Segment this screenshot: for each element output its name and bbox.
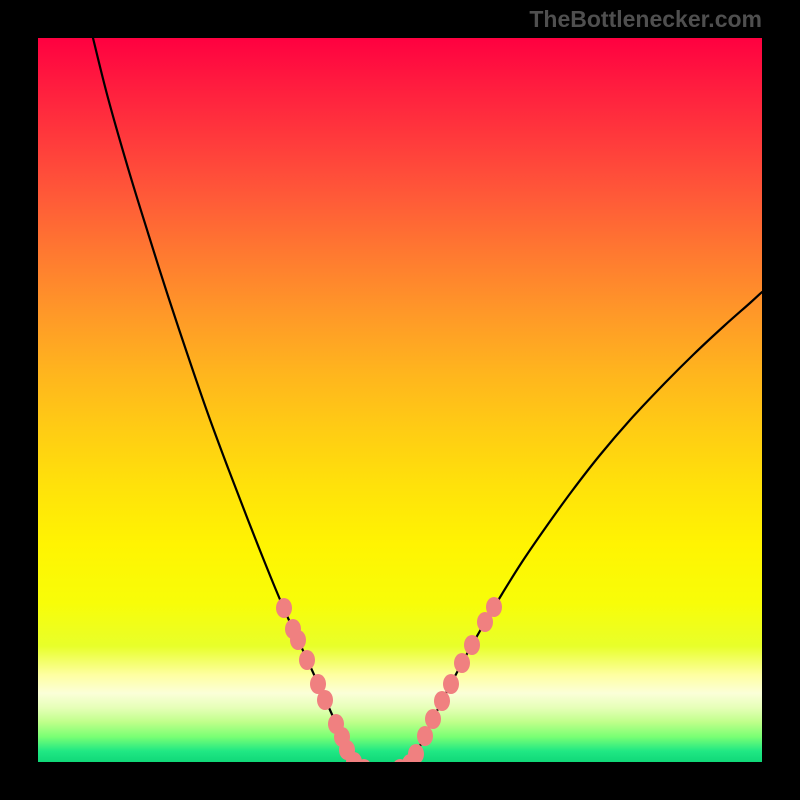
watermark-text: TheBottlenecker.com [529, 6, 762, 33]
gradient-background [38, 38, 762, 762]
chart-container: TheBottlenecker.com [0, 0, 800, 800]
plot-area [38, 38, 762, 762]
